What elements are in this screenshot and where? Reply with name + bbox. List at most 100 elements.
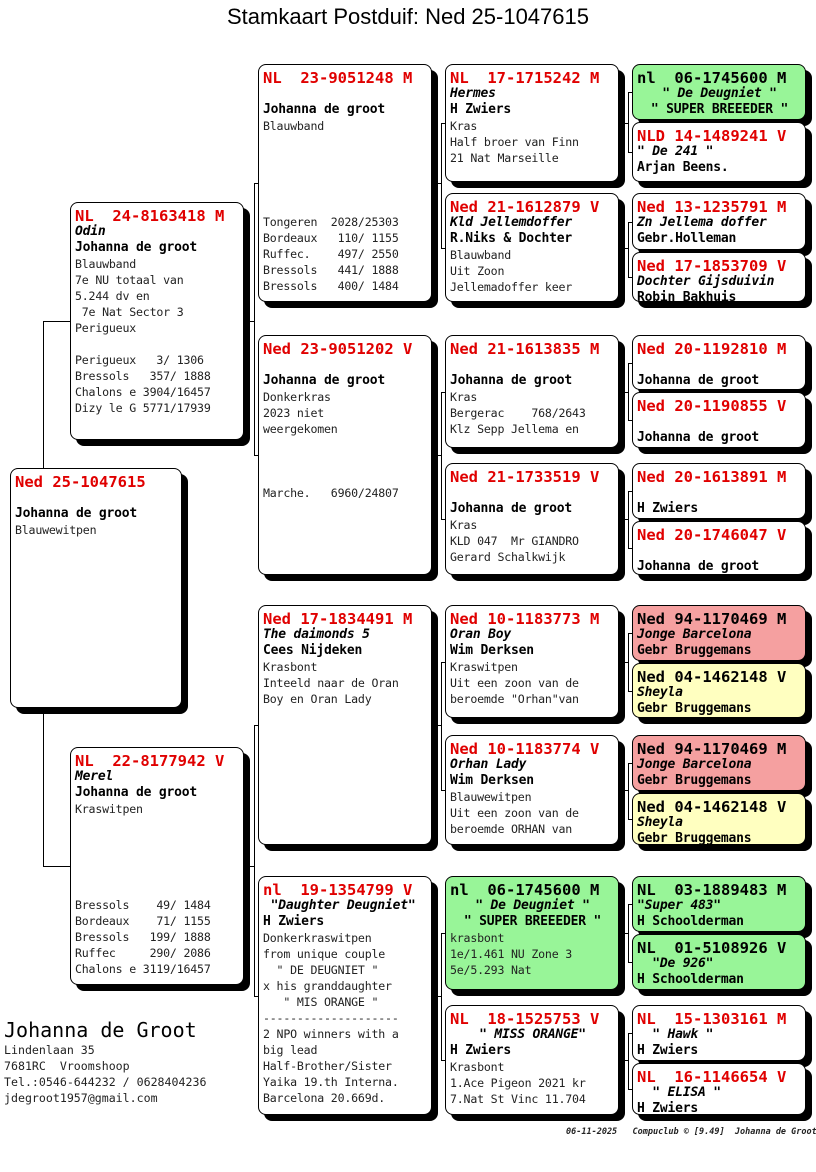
connector-line [628, 362, 632, 364]
connector-line [441, 661, 442, 790]
pigeon-card[interactable]: Ned 10-1183774 V Orhan Lady Wim Derksen Bla… [445, 735, 619, 845]
pigeon-card[interactable]: NL 03-1889483 M "Super 483" H Schoolderman [632, 876, 806, 932]
pigeon-card[interactable]: nl 06-1745600 M " De Deugniet " " SUPER BR… [445, 876, 619, 990]
owner-name: Johanna de groot [15, 506, 138, 521]
pigeon-name: Hermes [450, 86, 496, 101]
blank-line [637, 543, 802, 559]
connector-line [628, 221, 629, 277]
pigeon-card[interactable]: Ned 23-9051202 V Johanna de groot Donkerkr… [258, 335, 432, 575]
connector-line [619, 933, 628, 934]
info-line: Inteeld naar de Oran [263, 676, 399, 690]
pigeon-card[interactable]: Ned 13-1235791 M Zn Jellema doffer Gebr.Ho… [632, 193, 806, 250]
owner-name: H Schoolderman [637, 972, 744, 987]
info-line: 2023 niet [263, 406, 325, 420]
info-line: Donkerkras [263, 390, 331, 404]
breeder-address: Lindenlaan 35 [4, 1043, 95, 1057]
pigeon-name: " Hawk " [637, 1027, 714, 1042]
pigeon-card[interactable]: nl 19-1354799 V "Daughter Deugniet" H Zwi… [258, 876, 432, 1115]
pigeon-card[interactable]: NL 18-1525753 V " MISS ORANGE" H Zwiers Kra… [445, 1005, 619, 1115]
pigeon-card-subject[interactable]: Ned 25-1047615 Johanna de groot Blauwewitp… [10, 468, 182, 708]
pigeon-card[interactable]: Ned 94-1170469 M Jonge Barcelona Gebr Brug… [632, 735, 806, 791]
connector-line [628, 690, 632, 692]
info-line: Bressols 49/ 1484 [75, 898, 211, 912]
connector-line [441, 247, 445, 249]
pigeon-card[interactable]: NL 16-1146654 V " ELISA " H Zwiers [632, 1063, 806, 1115]
pigeon-card[interactable]: Ned 04-1462148 V Sheyla Gebr Bruggemans [632, 793, 806, 845]
owner-name: H Zwiers [637, 1043, 699, 1058]
page-title: Stamkaart Postduif: Ned 25-1047615 [226, 4, 589, 29]
info-line: Blauwewitpen [450, 790, 532, 804]
pigeon-card[interactable]: NL 01-5108926 V "De 926" H Schoolderman [632, 934, 806, 990]
pigeon-name: Oran Boy [450, 627, 512, 642]
pigeon-name: " De Deugniet " [475, 898, 590, 913]
pigeon-card[interactable]: Ned 21-1612879 V Kld Jellemdoffer R.Niks &… [445, 193, 619, 302]
owner-name: Gebr.Holleman [637, 231, 737, 246]
pigeon-card[interactable]: Ned 94-1170469 M Jonge Barcelona Gebr Brug… [632, 605, 806, 661]
pigeon-name: Merel [75, 769, 114, 784]
pigeon-card[interactable]: NLD 14-1489241 V " De 241 " Arjan Beens. [632, 122, 806, 182]
ring-number: NL 03-1889483 M [637, 881, 787, 899]
pigeon-card[interactable]: Ned 04-1462148 V Sheyla Gebr Bruggemans [632, 663, 806, 718]
pigeon-card[interactable]: Ned 21-1613835 M Johanna de groot Kras Berg… [445, 335, 619, 448]
owner-name: H Schoolderman [637, 914, 744, 929]
info-line: Bergerac 768/2643 [450, 406, 586, 420]
owner-name: " SUPER BREEEDER " [463, 914, 602, 929]
pigeon-card[interactable]: Ned 10-1183773 M Oran Boy Wim Derksen Krasw… [445, 605, 619, 718]
blank-line [637, 357, 802, 373]
connector-line [628, 362, 629, 420]
connector-line [254, 183, 258, 184]
connector-line [254, 725, 258, 726]
connector-line [628, 763, 629, 819]
pigeon-card[interactable]: Ned 17-1834491 M The daimonds 5 Cees Nijde… [258, 605, 432, 845]
connector-line [432, 725, 441, 726]
connector-line [441, 391, 442, 519]
pigeon-card[interactable]: NL 22-8177942 V Merel Johanna de groot Kras… [70, 747, 244, 985]
pigeon-card[interactable]: nl 06-1745600 M " De Deugniet " " SUPER BR… [632, 64, 806, 120]
pigeon-card[interactable]: NL 15-1303161 M " Hawk " H Zwiers [632, 1005, 806, 1061]
info-line: Kraswitpen [450, 660, 518, 674]
blank-line [75, 881, 240, 897]
info-line: Ruffec 290/ 2086 [75, 946, 211, 960]
owner-name: Johanna de groot [75, 240, 198, 255]
info-line: Kras [450, 119, 478, 133]
pigeon-card[interactable]: Ned 20-1190855 V Johanna de groot [632, 392, 806, 448]
connector-line [43, 321, 70, 322]
info-line: Krasbont [263, 660, 318, 674]
connector-line [432, 995, 441, 997]
ring-number: Ned 04-1462148 V [637, 798, 787, 816]
pigeon-card[interactable]: Ned 20-1746047 V Johanna de groot [632, 521, 806, 575]
connector-line [628, 491, 632, 492]
pigeon-card[interactable]: Ned 17-1853709 V Dochter Gijsduivin Robin … [632, 252, 806, 302]
blank-line [75, 817, 240, 833]
connector-line [628, 277, 632, 278]
pigeon-card[interactable]: Ned 21-1733519 V Johanna de groot Kras KLD … [445, 463, 619, 575]
connector-line [628, 904, 632, 905]
info-line: Uit Zoon [450, 264, 505, 278]
pigeon-card[interactable]: NL 17-1715242 M Hermes H Zwiers Kras Half br… [445, 64, 619, 182]
connector-line [628, 221, 632, 223]
pigeon-card[interactable]: Ned 20-1192810 M Johanna de groot [632, 335, 806, 390]
ring-number: nl 06-1745600 M [450, 881, 600, 899]
owner-name: Johanna de groot [450, 501, 573, 516]
info-line: Jellemadoffer keer [450, 280, 573, 294]
owner-name: Johanna de groot [637, 430, 760, 445]
blank-line [450, 357, 615, 373]
info-line: 1.Ace Pigeon 2021 kr [450, 1076, 586, 1090]
connector-line [441, 123, 445, 124]
ring-number: Ned 17-1834491 M [263, 610, 413, 628]
pigeon-card[interactable]: Ned 20-1613891 M H Zwiers [632, 463, 806, 519]
info-line: 7.Nat St Vinc 11.704 [450, 1092, 586, 1106]
connector-line [619, 519, 628, 520]
pigeon-name: Zn Jellema doffer [637, 215, 767, 230]
blank-line [263, 357, 428, 373]
pigeon-card[interactable]: NL 24-8163418 M Odin Johanna de groot Blauw… [70, 202, 244, 440]
connector-line [628, 904, 629, 962]
pigeon-card[interactable]: NL 23-9051248 M Johanna de groot Blauwband… [258, 64, 432, 302]
connector-line [628, 152, 632, 153]
connector-line [432, 455, 441, 456]
ring-number: Ned 21-1612879 V [450, 198, 600, 216]
pigeon-name: "Daughter Deugniet" [263, 898, 416, 913]
connector-line [244, 866, 254, 867]
blank-line [263, 150, 428, 166]
ring-number: Ned 10-1183773 M [450, 610, 600, 628]
